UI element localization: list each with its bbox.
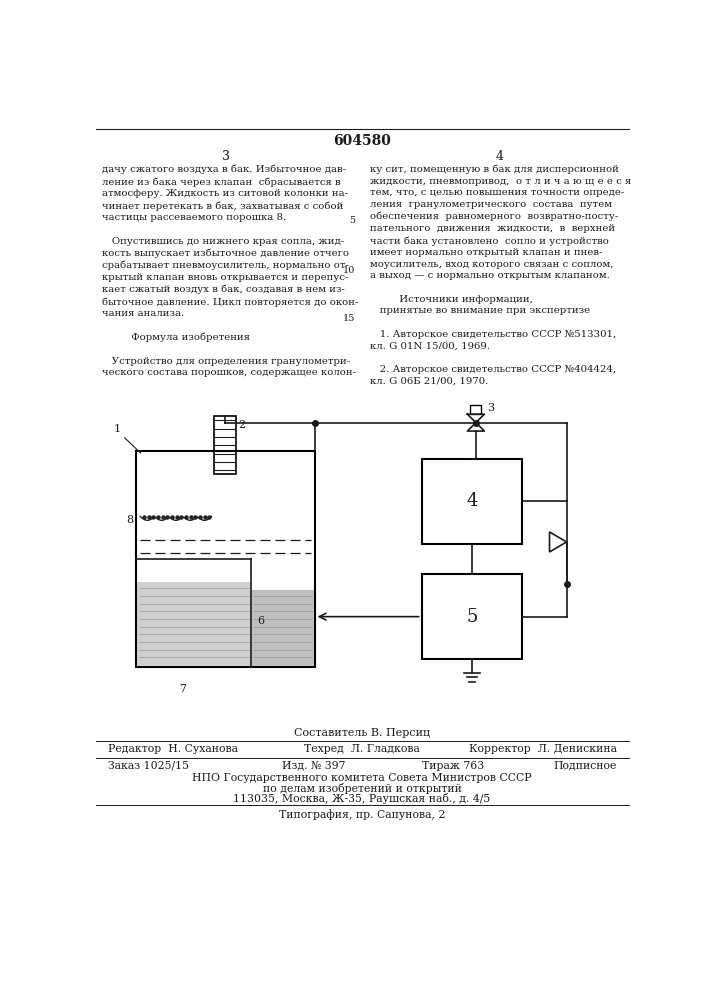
Text: Заказ 1025/15: Заказ 1025/15	[107, 761, 189, 771]
Text: дачу сжатого воздуха в бак. Избыточное дав-
ление из бака через клапан  сбрасыва: дачу сжатого воздуха в бак. Избыточное д…	[102, 165, 358, 377]
Text: 5: 5	[467, 608, 478, 626]
Text: 7: 7	[180, 684, 187, 694]
Text: 15: 15	[343, 314, 355, 323]
Text: 3: 3	[486, 403, 494, 413]
Text: Корректор  Л. Денискина: Корректор Л. Денискина	[469, 744, 617, 754]
Text: НПО Государственного комитета Совета Министров СССР: НПО Государственного комитета Совета Мин…	[192, 773, 532, 783]
Text: 3: 3	[221, 150, 230, 163]
Text: 604580: 604580	[333, 134, 391, 148]
Text: по делам изобретений и открытий: по делам изобретений и открытий	[262, 783, 462, 794]
Text: Изд. № 397: Изд. № 397	[282, 761, 346, 771]
Text: 6: 6	[257, 615, 264, 626]
Text: 2: 2	[238, 420, 245, 430]
Text: Подписное: Подписное	[554, 761, 617, 771]
Bar	[470, 405, 481, 414]
Text: Редактор  Н. Суханова: Редактор Н. Суханова	[107, 744, 238, 754]
Text: Техред  Л. Гладкова: Техред Л. Гладкова	[304, 744, 420, 754]
Text: 4: 4	[467, 492, 478, 510]
Text: 4: 4	[495, 150, 503, 163]
Text: Составитель В. Персиц: Составитель В. Персиц	[294, 728, 430, 738]
Bar	[214, 416, 235, 474]
Text: 10: 10	[343, 266, 355, 275]
Text: Тираж 763: Тираж 763	[421, 761, 484, 771]
Bar	[252, 590, 314, 666]
Text: ку сит, помещенную в бак для дисперсионной
жидкости, пневмопривод,  о т л и ч а : ку сит, помещенную в бак для дисперсионн…	[370, 165, 631, 385]
Bar	[136, 451, 315, 667]
Text: 1: 1	[114, 424, 121, 434]
Text: 113035, Москва, Ж-35, Раушская наб., д. 4/5: 113035, Москва, Ж-35, Раушская наб., д. …	[233, 793, 491, 804]
Bar	[421, 459, 522, 543]
Bar	[137, 582, 251, 666]
Text: Типография, пр. Сапунова, 2: Типография, пр. Сапунова, 2	[279, 809, 445, 820]
Text: 5: 5	[349, 216, 355, 225]
Bar	[421, 574, 522, 659]
Text: 8: 8	[127, 515, 134, 525]
